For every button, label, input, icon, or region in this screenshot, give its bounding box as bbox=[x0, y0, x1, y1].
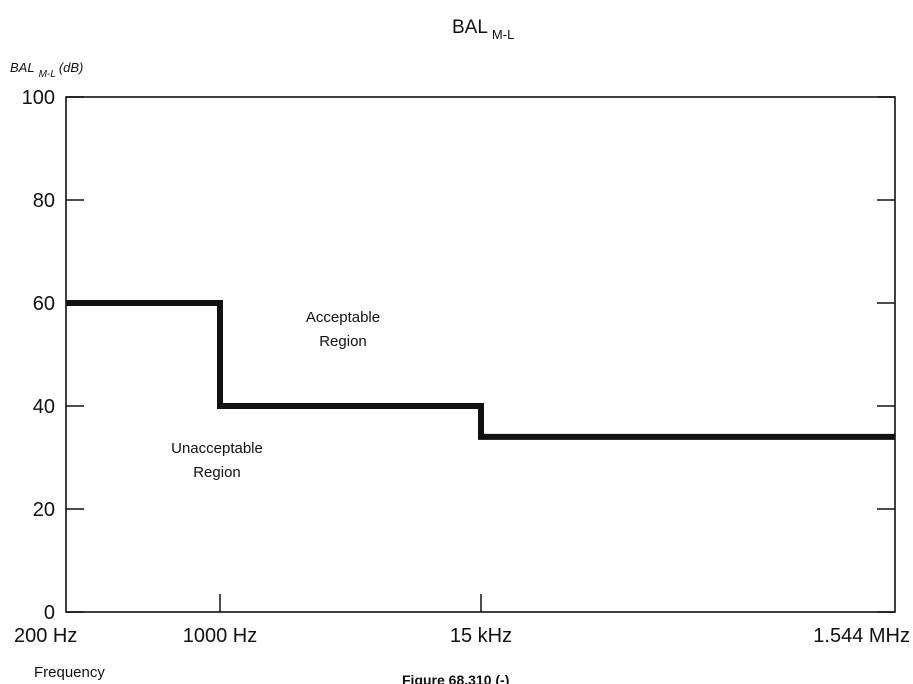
y-tick-label: 20 bbox=[33, 499, 55, 521]
y-tick-label: 40 bbox=[33, 396, 55, 418]
y-tick-label: 100 bbox=[22, 87, 55, 109]
acceptable-region-label: Acceptable Region bbox=[306, 309, 380, 350]
threshold-series-line bbox=[66, 300, 895, 440]
x-tick-label: 1.544 MHz bbox=[813, 625, 910, 647]
x-axis-label: Frequency bbox=[34, 664, 105, 681]
y-axis-label: BAL M-L (dB) bbox=[10, 60, 83, 80]
x-tick-label: 200 Hz bbox=[14, 625, 77, 647]
tick-layer bbox=[66, 96, 895, 613]
y-tick-label: 60 bbox=[33, 293, 55, 315]
x-tick-label: 1000 Hz bbox=[183, 625, 258, 647]
chart-title: BAL M-L bbox=[452, 17, 514, 42]
unacceptable-region-label: Unacceptable Region bbox=[171, 440, 263, 481]
y-tick-label: 80 bbox=[33, 190, 55, 212]
plot-frame bbox=[65, 96, 896, 613]
y-tick-label: 0 bbox=[44, 602, 55, 624]
x-tick-label: 15 kHz bbox=[450, 625, 512, 647]
tick-label-layer: 0 20 40 60 80 100 200 Hz 1000 Hz 15 kHz 1.544 MHz bbox=[14, 87, 910, 647]
figure-caption: Figure 68.310 (-) bbox=[402, 672, 509, 684]
